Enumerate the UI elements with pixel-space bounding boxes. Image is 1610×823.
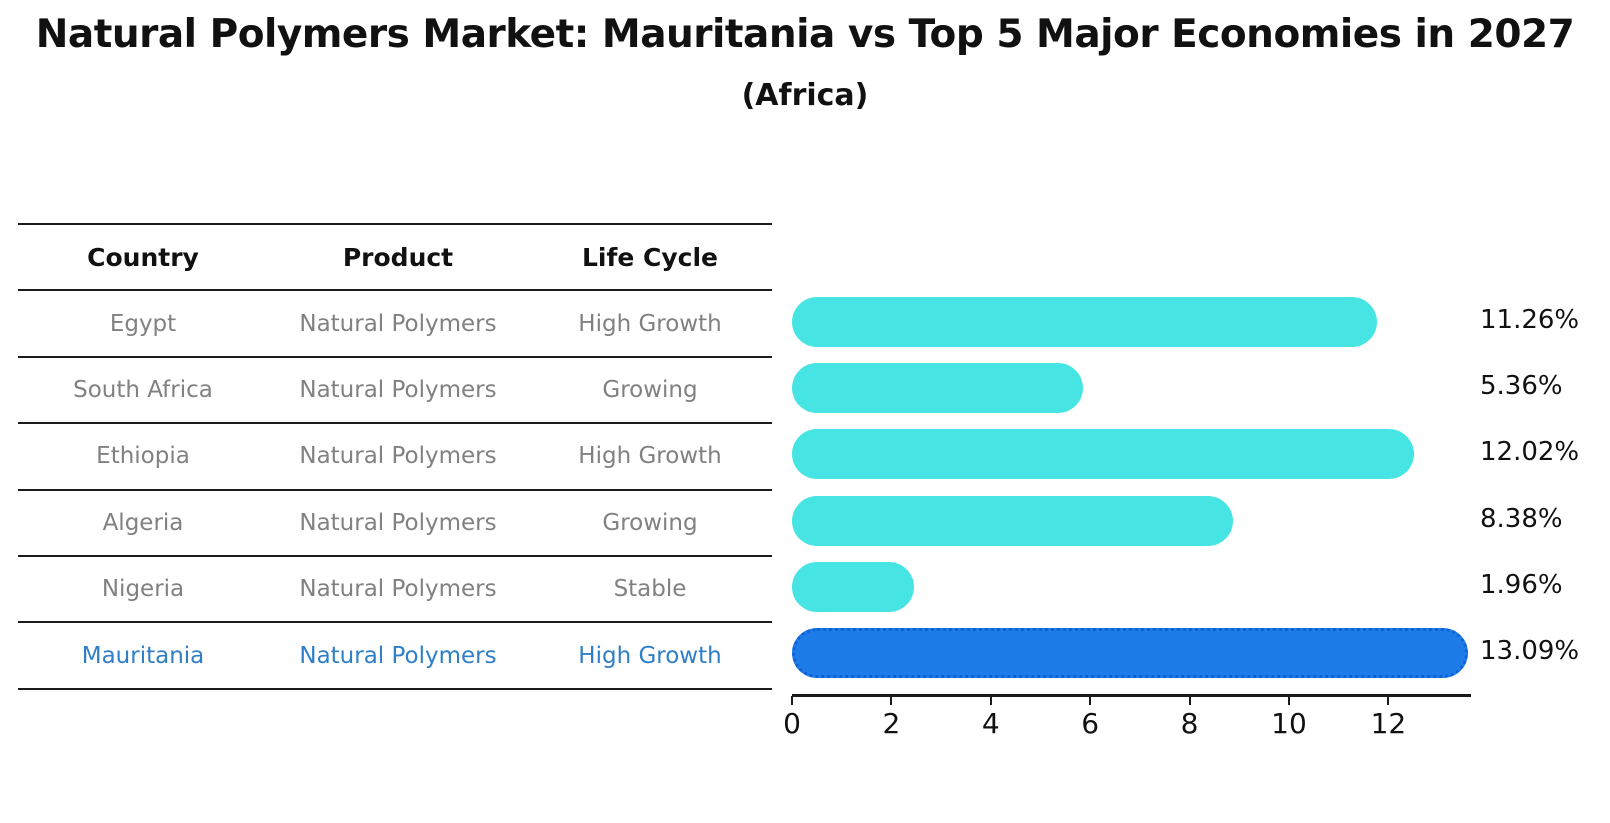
cell-lifecycle: Growing (602, 509, 698, 536)
country-info-table: Country Product Life Cycle Egypt Natural … (18, 223, 772, 690)
bar-algeria (792, 495, 1234, 546)
x-axis-tick (791, 696, 793, 705)
chart-title: Natural Polymers Market: Mauritania vs T… (35, 12, 1575, 57)
x-axis-tick-label: 4 (981, 707, 1000, 740)
cell-product: Natural Polymers (299, 310, 497, 337)
cell-country: Egypt (109, 310, 177, 337)
table-header-country: Country (87, 242, 199, 272)
cell-product: Natural Polymers (299, 642, 497, 669)
cell-country: Nigeria (101, 576, 185, 603)
bar-value-label: 1.96% (1480, 569, 1563, 600)
cell-country: Mauritania (81, 642, 205, 669)
cell-lifecycle: Growing (602, 376, 698, 403)
x-axis-tick-label: 10 (1271, 707, 1307, 740)
x-axis-tick (1089, 696, 1092, 705)
cell-lifecycle: High Growth (578, 443, 722, 470)
cell-product: Natural Polymers (299, 443, 497, 470)
bar-mauritania (792, 628, 1468, 678)
cell-product: Natural Polymers (299, 576, 497, 603)
x-axis-tick (1288, 696, 1290, 705)
x-axis-tick (1387, 696, 1390, 705)
bar-egypt (792, 297, 1377, 347)
cell-lifecycle: High Growth (578, 642, 722, 669)
x-axis-tick (890, 696, 893, 705)
cell-product: Natural Polymers (299, 509, 497, 536)
x-axis-tick (989, 696, 992, 705)
bar-value-label: 5.36% (1480, 371, 1563, 402)
x-axis-tick (1188, 696, 1191, 705)
x-axis-tick-label: 8 (1180, 707, 1199, 740)
table-row: Algeria Natural Polymers Growing (18, 488, 772, 555)
table-row: Nigeria Natural Polymers Stable (18, 554, 772, 621)
x-axis-tick-label: 6 (1081, 707, 1100, 740)
chart-subtitle: (Africa) (741, 78, 869, 113)
table-header-lifecycle: Life Cycle (581, 242, 719, 272)
table-row: Ethiopia Natural Polymers High Growth (18, 422, 772, 488)
cell-country: Algeria (102, 509, 184, 536)
table-header-row: Country Product Life Cycle (18, 223, 772, 289)
cell-lifecycle: Stable (613, 576, 687, 603)
table-row: Mauritania Natural Polymers High Growth (18, 621, 772, 690)
x-axis-tick-label: 2 (882, 707, 901, 740)
x-axis-tick-label: 0 (783, 707, 801, 740)
cell-lifecycle: High Growth (578, 310, 722, 337)
cell-country: South Africa (73, 376, 213, 403)
table-header-product: Product (342, 242, 454, 272)
bar-south-africa (792, 363, 1084, 414)
table-row: Egypt Natural Polymers High Growth (18, 289, 772, 355)
bar-value-label: 11.26% (1480, 305, 1580, 335)
cell-product: Natural Polymers (299, 376, 497, 403)
cell-country: Ethiopia (96, 443, 190, 470)
bar-value-label: 12.02% (1480, 437, 1580, 468)
x-axis-line (792, 694, 1471, 697)
table-row: South Africa Natural Polymers Growing (18, 355, 772, 422)
bar-value-label: 8.38% (1480, 503, 1563, 534)
bar-nigeria (792, 561, 915, 612)
bar-value-label: 13.09% (1480, 636, 1580, 666)
bar-ethiopia (792, 429, 1415, 480)
x-axis-tick-label: 12 (1370, 707, 1407, 740)
